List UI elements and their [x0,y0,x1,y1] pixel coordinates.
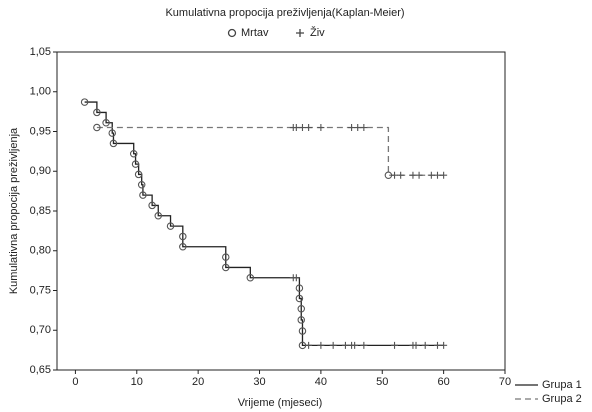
dead-marker [102,119,110,127]
y-tick-label: 0,75 [30,284,51,296]
x-tick-label: 20 [192,376,204,388]
censored-marker [305,124,313,132]
legend-label: Grupa 2 [542,393,582,405]
censored-marker [351,341,359,349]
censored-marker [391,341,399,349]
y-tick-label: 0,80 [30,245,51,257]
dead-marker [131,160,140,168]
legend-censored-marker [296,29,304,37]
dead-marker [179,243,187,251]
dead-marker [93,123,101,132]
plot-frame [56,51,506,371]
censored-marker [341,341,349,349]
dead-marker [137,181,146,189]
x-tick-label: 50 [376,376,388,388]
censored-marker [433,341,441,349]
dead-marker [93,108,101,117]
y-tick-label: 0,65 [30,364,51,376]
y-tick-label: 0,85 [30,205,51,217]
dead-marker [129,150,138,158]
dead-marker [179,232,187,241]
dead-marker [246,274,255,282]
y-axis-label: Kumulativna propocija preživljenja [8,127,20,294]
survival-curve [84,101,444,347]
y-tick-label: 1,05 [30,46,51,58]
chart-title: Kumulativna propocija preživljenja(Kapla… [165,7,404,19]
censored-marker [440,341,448,349]
censored-marker [305,341,313,349]
survival-curve [96,126,444,176]
dead-marker [108,129,116,137]
x-tick-label: 40 [315,376,327,388]
dead-marker [297,305,306,313]
dead-marker [222,263,230,272]
censored-marker [298,124,306,132]
censored-marker [292,274,300,282]
censored-marker [317,124,325,132]
censored-marker [397,171,405,179]
x-tick-label: 70 [499,376,511,388]
dead-marker [297,316,306,324]
dead-marker [80,98,89,106]
censored-marker [409,171,417,179]
dead-marker [109,139,118,148]
y-tick-label: 1,00 [30,86,51,98]
censored-marker [354,124,362,132]
censored-marker [317,341,325,349]
censored-marker [427,171,435,179]
x-tick-label: 60 [438,376,450,388]
dead-marker [295,284,304,292]
censored-marker [440,171,448,179]
censored-marker [421,341,429,349]
censored-marker [329,341,337,349]
y-tick-label: 0,95 [30,125,51,137]
dead-marker [154,212,163,220]
y-tick-label: 0,90 [30,165,51,177]
dead-marker [134,170,143,179]
legend-label: Grupa 1 [542,379,582,391]
censored-marker [391,171,399,179]
censored-marker [348,124,356,132]
dead-marker [222,253,230,261]
x-tick-label: 10 [131,376,143,388]
x-axis-label: Vrijeme (mjeseci) [238,397,323,409]
censored-marker [292,124,300,132]
censored-marker [412,341,420,349]
dead-marker [298,327,307,335]
x-tick-label: 30 [253,376,265,388]
y-tick-label: 0,70 [30,324,51,336]
dead-marker [295,294,304,303]
dead-marker [148,201,156,210]
dead-marker [139,191,147,199]
x-tick-label: 0 [72,376,78,388]
censored-marker [433,171,441,179]
dead-marker [166,222,175,230]
legend-dead-marker [227,28,237,38]
censored-marker [360,341,368,349]
legend-censored-label: Živ [310,26,325,39]
legend-dead-label: Mrtav [241,27,269,39]
censored-marker [360,124,368,132]
censored-marker [415,171,423,179]
